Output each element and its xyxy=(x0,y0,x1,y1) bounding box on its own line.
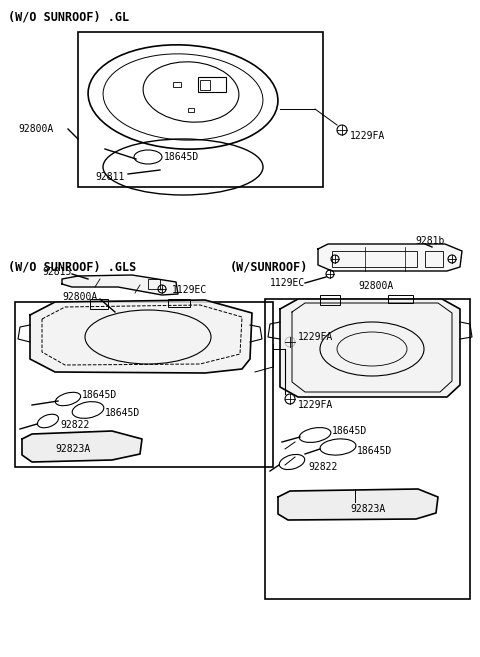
Text: 92815: 92815 xyxy=(42,267,72,277)
Bar xyxy=(173,82,181,87)
Bar xyxy=(388,295,413,303)
Text: 92822: 92822 xyxy=(60,420,89,430)
Bar xyxy=(332,251,417,267)
Polygon shape xyxy=(62,275,178,295)
Polygon shape xyxy=(318,244,462,271)
Text: (W/O SUNROOF) .GLS: (W/O SUNROOF) .GLS xyxy=(8,260,136,273)
Text: 18645D: 18645D xyxy=(164,152,199,162)
Bar xyxy=(320,295,340,305)
Bar xyxy=(15,302,273,467)
Bar xyxy=(200,80,210,90)
Text: 1129EC: 1129EC xyxy=(172,285,207,295)
Text: 1229FA: 1229FA xyxy=(298,400,333,410)
Text: 18645D: 18645D xyxy=(357,446,392,456)
Bar xyxy=(168,299,190,307)
Polygon shape xyxy=(22,431,142,462)
Text: 18645D: 18645D xyxy=(332,426,367,436)
Polygon shape xyxy=(30,300,252,373)
Text: (W/O SUNROOF) .GL: (W/O SUNROOF) .GL xyxy=(8,11,129,24)
Bar xyxy=(265,299,470,599)
Bar xyxy=(148,279,160,289)
Text: 92800A: 92800A xyxy=(18,124,53,134)
Text: (W/SUNROOF): (W/SUNROOF) xyxy=(230,260,308,273)
Polygon shape xyxy=(278,489,438,520)
Bar xyxy=(78,32,323,187)
Text: 92822: 92822 xyxy=(308,462,337,472)
Polygon shape xyxy=(280,299,460,397)
Bar xyxy=(425,251,443,267)
Text: 92811: 92811 xyxy=(95,172,124,182)
Text: 1229FA: 1229FA xyxy=(298,332,333,342)
Text: 18645D: 18645D xyxy=(82,390,117,400)
Text: 1129EC: 1129EC xyxy=(270,278,305,288)
Bar xyxy=(188,108,194,112)
Text: 92800A: 92800A xyxy=(62,292,97,302)
Bar xyxy=(90,299,108,309)
Text: 92823A: 92823A xyxy=(55,444,90,454)
Text: 92800A: 92800A xyxy=(358,281,393,291)
Bar xyxy=(198,77,226,92)
Text: 18645D: 18645D xyxy=(105,408,140,418)
Text: 92823A: 92823A xyxy=(350,504,385,514)
Text: 9281b: 9281b xyxy=(415,236,444,246)
Text: 1229FA: 1229FA xyxy=(350,131,385,141)
